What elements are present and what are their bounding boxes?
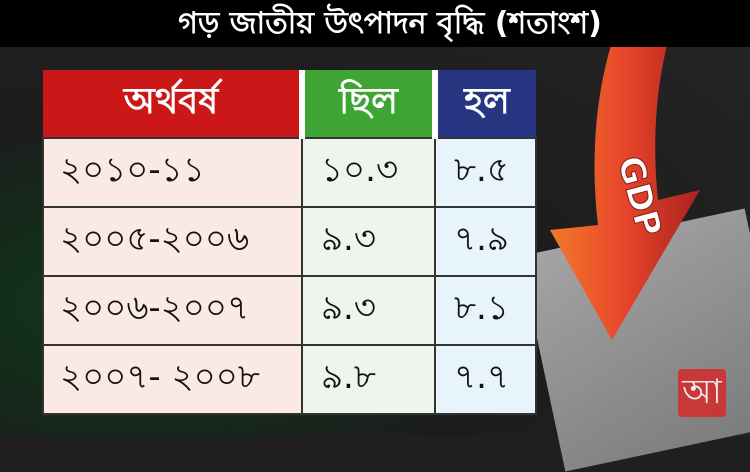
table-row: ২০০৫-২০০৬ ৯.৩ ৭.৯ [42, 206, 537, 277]
gdp-growth-table: অর্থবর্ষ ছিল হল ২০১০-১১ ১০.৩ ৮.৫ ২০০৫-২০… [42, 70, 537, 415]
page-title: গড় জাতীয় উৎপাদন বৃদ্ধি (শতাংশ) [178, 6, 602, 41]
cell-now: ৭.৯ [434, 206, 537, 277]
cell-year: ২০০৬-২০০৭ [42, 275, 303, 346]
table-row: ২০১০-১১ ১০.৩ ৮.৫ [42, 137, 537, 208]
header-fiscal-year: অর্থবর্ষ [43, 70, 305, 138]
table-row: ২০০৬-২০০৭ ৯.৩ ৮.১ [42, 275, 537, 346]
cell-was: ১০.৩ [301, 137, 436, 208]
cell-now: ৮.১ [434, 275, 537, 346]
cell-year: ২০০৫-২০০৬ [42, 206, 303, 277]
header-now: হল [435, 70, 536, 138]
title-bar: গড় জাতীয় উৎপাদন বৃদ্ধি (শতাংশ) [0, 0, 750, 47]
cell-year: ২০১০-১১ [42, 137, 303, 208]
cell-now: ৭.৭ [434, 344, 537, 415]
header-was: ছিল [302, 70, 438, 138]
cell-was: ৯.৩ [301, 206, 436, 277]
gdp-down-arrow-icon: GDP [550, 0, 700, 340]
cell-was: ৯.৩ [301, 275, 436, 346]
cell-year: ২০০৭- ২০০৮ [42, 344, 303, 415]
table-header-row: অর্থবর্ষ ছিল হল [43, 70, 536, 138]
brand-logo: আ [678, 369, 726, 417]
cell-was: ৯.৮ [301, 344, 436, 415]
table-row: ২০০৭- ২০০৮ ৯.৮ ৭.৭ [42, 344, 537, 415]
cell-now: ৮.৫ [434, 137, 537, 208]
